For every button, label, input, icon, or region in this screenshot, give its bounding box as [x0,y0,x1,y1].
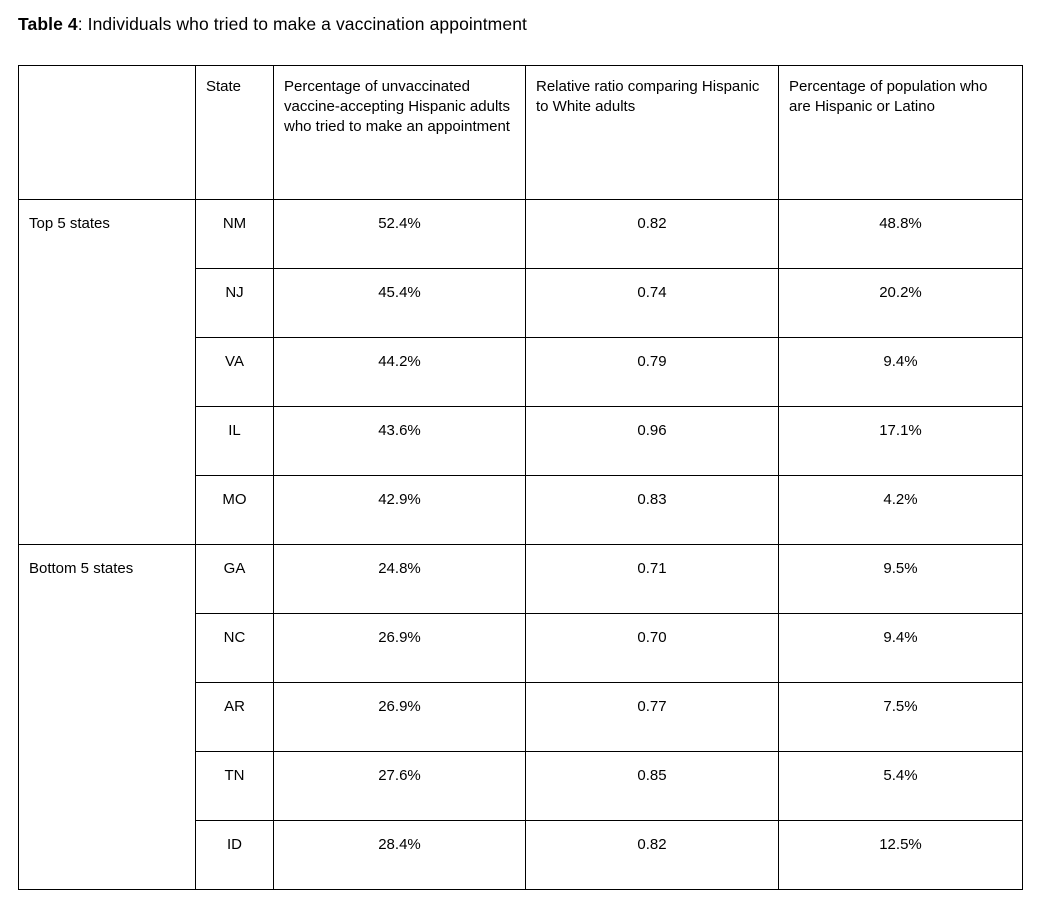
cell-pct-hispanic: 20.2% [778,268,1023,338]
cell-ratio: 0.77 [525,682,779,752]
cell-state: MO [195,475,274,545]
cell-pct-tried: 42.9% [273,475,526,545]
header-cell-pct-hispanic: Percentage of population who are Hispani… [778,65,1023,200]
cell-ratio: 0.82 [525,199,779,269]
cell-pct-hispanic: 9.4% [778,337,1023,407]
cell-ratio: 0.74 [525,268,779,338]
table-caption-label: Table 4 [18,14,78,34]
table-caption-text: : Individuals who tried to make a vaccin… [77,14,527,34]
cell-ratio: 0.96 [525,406,779,476]
header-cell-pct-tried: Percentage of unvaccinated vaccine-accep… [273,65,526,200]
table-row: AR 26.9% 0.77 7.5% [19,682,1023,752]
cell-pct-tried: 44.2% [273,337,526,407]
cell-pct-tried: 28.4% [273,820,526,890]
cell-state: NM [195,199,274,269]
cell-state: TN [195,751,274,821]
table-row: Top 5 states NM 52.4% 0.82 48.8% [18,199,1023,545]
cell-pct-hispanic: 9.5% [778,544,1023,614]
cell-ratio: 0.85 [525,751,779,821]
group-cell-top5: Top 5 states [18,199,196,545]
cell-state: NC [195,613,274,683]
table-row: VA 44.2% 0.79 9.4% [19,337,1023,407]
cell-ratio: 0.83 [525,475,779,545]
cell-pct-hispanic: 48.8% [778,199,1023,269]
cell-pct-tried: 24.8% [273,544,526,614]
table-row: ID 28.4% 0.82 12.5% [19,820,1023,890]
group-cell-bottom5: Bottom 5 states [18,544,196,890]
header-cell-ratio: Relative ratio comparing Hispanic to Whi… [525,65,779,200]
table-row: Bottom 5 states GA 24.8% 0.71 9.5% [18,544,1023,890]
cell-pct-hispanic: 7.5% [778,682,1023,752]
cell-ratio: 0.70 [525,613,779,683]
cell-pct-tried: 26.9% [273,682,526,752]
table-row: TN 27.6% 0.85 5.4% [19,751,1023,821]
cell-pct-tried: 26.9% [273,613,526,683]
cell-ratio: 0.79 [525,337,779,407]
cell-state: VA [195,337,274,407]
cell-state: ID [195,820,274,890]
cell-pct-tried: 52.4% [273,199,526,269]
cell-state: GA [195,544,274,614]
cell-state: NJ [195,268,274,338]
table-row: NJ 45.4% 0.74 20.2% [19,268,1023,338]
header-cell-group [18,65,196,200]
cell-pct-tried: 27.6% [273,751,526,821]
cell-pct-hispanic: 12.5% [778,820,1023,890]
cell-pct-hispanic: 4.2% [778,475,1023,545]
table-row: IL 43.6% 0.96 17.1% [19,406,1023,476]
cell-pct-hispanic: 5.4% [778,751,1023,821]
cell-pct-tried: 43.6% [273,406,526,476]
vaccination-appointment-table: State Percentage of unvaccinated vaccine… [18,65,1023,890]
cell-pct-hispanic: 9.4% [778,613,1023,683]
header-cell-state: State [195,65,274,200]
cell-state: AR [195,682,274,752]
cell-state: IL [195,406,274,476]
page-title: Table 4: Individuals who tried to make a… [18,13,1064,36]
table-row: MO 42.9% 0.83 4.2% [19,475,1023,545]
header-row: State Percentage of unvaccinated vaccine… [18,65,1023,200]
table-row: NC 26.9% 0.70 9.4% [19,613,1023,683]
cell-pct-hispanic: 17.1% [778,406,1023,476]
cell-pct-tried: 45.4% [273,268,526,338]
cell-ratio: 0.71 [525,544,779,614]
cell-ratio: 0.82 [525,820,779,890]
